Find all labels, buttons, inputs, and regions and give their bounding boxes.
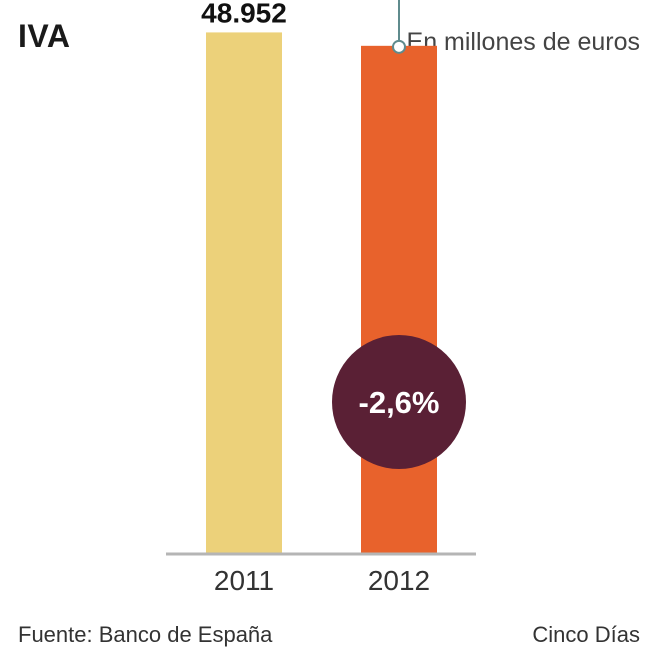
change-badge-label: -2,6%: [359, 385, 440, 420]
callout-anchor-dot: [392, 39, 406, 54]
source-note: Fuente: Banco de España: [18, 622, 273, 647]
chart-title: IVA: [18, 18, 71, 54]
value-label-2011: 48.952: [201, 0, 287, 28]
bar-2012: [361, 45, 437, 554]
x-tick-label-2012: 2012: [368, 565, 430, 596]
x-tick-label-2011: 2011: [214, 565, 274, 596]
change-badge: [332, 335, 466, 469]
credit-note: Cinco Días: [532, 622, 640, 647]
chart-subtitle: En millones de euros: [406, 28, 640, 56]
bar-2011: [206, 32, 282, 553]
